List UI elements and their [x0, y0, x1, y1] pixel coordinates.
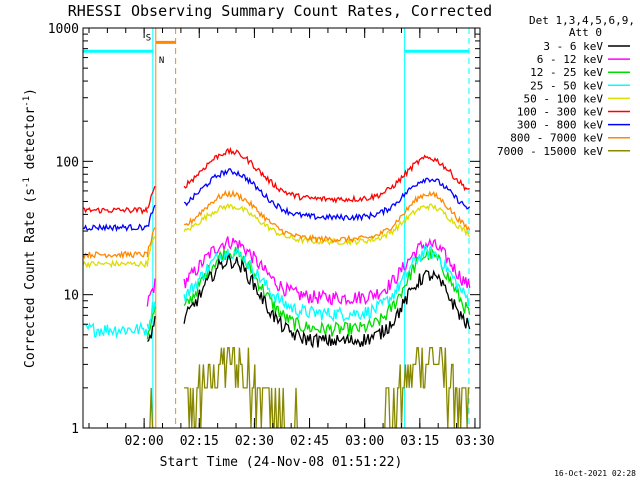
legend-entry-label: 50 - 100 keV [524, 92, 604, 105]
y-tick-label: 1000 [48, 22, 79, 37]
series-line [146, 236, 471, 307]
chart-title: RHESSI Observing Summary Count Rates, Co… [68, 2, 492, 20]
generation-timestamp: 16-Oct-2021 02:28 [554, 469, 636, 478]
x-tick-label: 03:15 [400, 434, 439, 449]
series-line [83, 189, 471, 260]
x-tick-label: 03:30 [455, 434, 494, 449]
x-axis-label: Start Time (24-Nov-08 01:51:22) [160, 455, 403, 470]
y-axis: 1 10 100 1000 [48, 22, 480, 437]
series-line [83, 203, 471, 269]
x-tick-label: 02:45 [290, 434, 329, 449]
legend-detector-header: Det 1,3,4,5,6,9, [529, 14, 635, 27]
series-line [83, 168, 471, 233]
legend-entry-label: 3 - 6 keV [543, 40, 603, 53]
legend-entry-label: 25 - 50 keV [530, 79, 603, 92]
x-tick-label: 02:00 [125, 434, 164, 449]
x-axis: 02:00 02:15 02:30 02:45 03:00 03:15 03:30 [88, 28, 495, 449]
flag-label: N [159, 56, 164, 66]
series-line [83, 146, 470, 216]
x-tick-label: 02:30 [235, 434, 274, 449]
y-tick-label: 100 [56, 155, 79, 170]
series-line [83, 244, 471, 339]
y-axis-label: Corrected Count Rate (s-1 detector-1) [22, 88, 38, 368]
x-tick-label: 03:00 [345, 434, 384, 449]
series-line [147, 347, 470, 428]
x-tick-label: 02:15 [180, 434, 219, 449]
y-tick-label: 10 [63, 289, 79, 304]
series-line [147, 253, 471, 349]
series-layer [83, 146, 471, 428]
legend-entry-label: 7000 - 15000 keV [497, 145, 603, 158]
plot-frame [82, 27, 481, 429]
flag-label: S [146, 33, 151, 43]
flags-layer: SN [83, 33, 469, 66]
legend-entry-label: 6 - 12 keV [537, 53, 604, 66]
legend-attenuator-header: Att 0 [569, 26, 602, 39]
legend-entry-label: 12 - 25 keV [530, 66, 603, 79]
y-tick-label: 1 [71, 422, 79, 437]
legend-entry-label: 300 - 800 keV [517, 119, 603, 132]
legend-entry-label: 800 - 7000 keV [510, 132, 603, 145]
legend-entry-label: 100 - 300 keV [517, 106, 603, 119]
